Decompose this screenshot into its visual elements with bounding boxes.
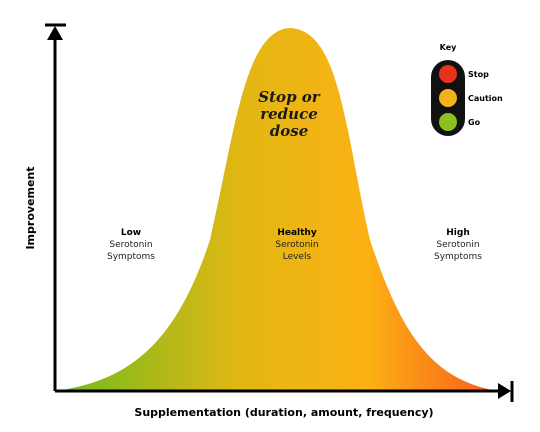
peak-line-3: dose (270, 122, 308, 140)
y-axis-label: Improvement (24, 166, 37, 249)
y-axis-arrow-icon (47, 26, 63, 40)
x-axis-arrow-icon (498, 383, 511, 399)
bell-curve-area (55, 28, 498, 391)
legend: Key Stop Caution Go (431, 43, 503, 136)
legend-item-caution: Caution (468, 94, 503, 103)
zone-right-line-2: Symptoms (434, 252, 482, 262)
zone-right-line-1: Serotonin (436, 240, 479, 250)
zone-middle-line-1: Serotonin (275, 240, 318, 250)
x-axis-label: Supplementation (duration, amount, frequ… (134, 406, 433, 419)
caution-light-icon (439, 89, 457, 107)
stop-light-icon (439, 65, 457, 83)
legend-item-go: Go (468, 118, 481, 127)
zone-left-line-1: Serotonin (109, 240, 152, 250)
zone-left-title: Low (121, 228, 141, 238)
peak-line-2: reduce (260, 105, 318, 123)
zone-middle-line-2: Levels (283, 252, 312, 262)
legend-item-stop: Stop (468, 70, 489, 79)
zone-right-title: High (446, 228, 469, 238)
legend-title: Key (440, 43, 457, 52)
zone-left-line-2: Symptoms (107, 252, 155, 262)
zone-middle-title: Healthy (277, 228, 317, 238)
peak-line-1: Stop or (258, 88, 320, 106)
go-light-icon (439, 113, 457, 131)
